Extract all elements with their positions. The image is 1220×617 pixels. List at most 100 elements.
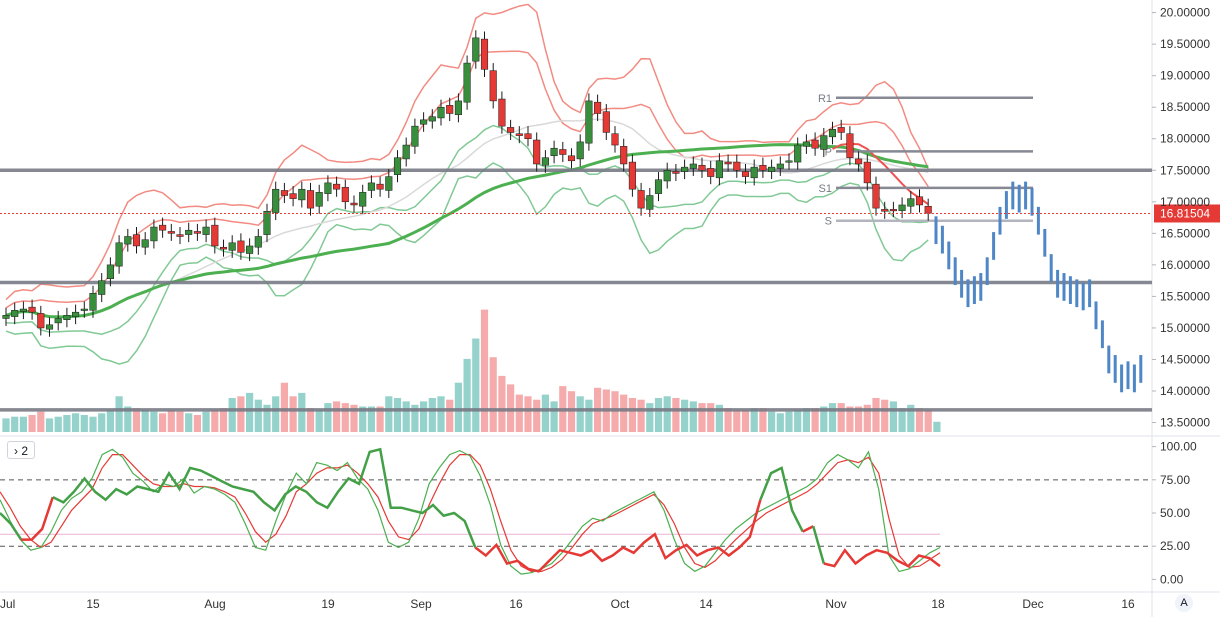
pivot-label-p: P (825, 146, 832, 158)
candle-body (463, 62, 471, 103)
time-tick-label: 14 (699, 597, 713, 611)
time-tick-label: 19 (321, 597, 335, 611)
candle-body (559, 149, 567, 155)
moving-average-green (5, 143, 929, 319)
volume-bar (672, 398, 680, 432)
volume-bar (550, 401, 558, 432)
lower-band-outer (5, 162, 929, 365)
candle-body (602, 111, 610, 133)
volume-bar (750, 408, 758, 432)
candle-body (141, 239, 149, 248)
candle-body (489, 70, 497, 102)
candle-body (715, 160, 723, 179)
volume-bar (289, 396, 297, 432)
candle-body (72, 311, 80, 317)
time-tick-label: Dec (1022, 597, 1043, 611)
candle-body (594, 101, 602, 114)
volume-bar (489, 357, 497, 432)
volume-bar (689, 401, 697, 432)
candle-body (611, 133, 619, 146)
volume-bar (150, 411, 158, 432)
volume-bar (620, 394, 628, 432)
volume-bar (141, 409, 149, 432)
candle-body (750, 166, 758, 179)
candle-body (289, 193, 297, 199)
candle-body (37, 313, 45, 329)
candle-body (280, 190, 288, 196)
candle-body (846, 133, 854, 158)
candle-body (385, 176, 393, 191)
volume-bar (280, 382, 288, 432)
candle-body (446, 105, 454, 114)
volume-bar (19, 416, 27, 432)
lower-band-inner (5, 124, 929, 335)
volume-bar (80, 415, 88, 432)
candle-body (193, 231, 201, 234)
price-tick-label: 20.00000 (1160, 6, 1210, 20)
volume-bar (393, 398, 402, 432)
candle-body (132, 234, 141, 247)
osc-thick-line (21, 496, 54, 541)
volume-bar (272, 396, 280, 432)
volume-bar (585, 399, 593, 432)
candle-body (246, 245, 254, 254)
candle-body (533, 139, 541, 165)
volume-bar (341, 403, 349, 432)
osc-thick-line (0, 512, 23, 541)
candle-body (480, 38, 489, 70)
volume-bar (2, 418, 10, 432)
candle-body (724, 161, 732, 165)
candle-body (350, 202, 358, 206)
candle-body (794, 144, 802, 163)
volume-bar (637, 399, 645, 432)
candle-body (106, 264, 114, 280)
auto-scale-button[interactable]: A (1175, 594, 1193, 612)
candle-body (907, 198, 915, 207)
candle-body (411, 125, 419, 147)
candle-body (115, 242, 123, 267)
candle-body (185, 229, 193, 235)
volume-bar (185, 413, 193, 432)
volume-bar (333, 401, 341, 432)
volume-bar (681, 399, 689, 432)
candle-body (393, 157, 402, 175)
candle-body (802, 141, 810, 147)
candle-body (698, 164, 706, 171)
osc-thick-line (52, 447, 477, 548)
volume-bar (498, 375, 506, 432)
candle-body (872, 183, 880, 209)
volume-bar (480, 309, 489, 432)
osc-tick-label: 50.00 (1160, 506, 1190, 520)
candle-body (19, 308, 27, 312)
volume-bar (159, 413, 167, 432)
time-tick-label: 16 (1121, 597, 1135, 611)
candle-body (263, 211, 271, 235)
candle-body (741, 171, 750, 177)
volume-bar (646, 403, 654, 432)
volume-bar (524, 396, 532, 432)
main-pane-bg (0, 0, 1152, 432)
candle-body (681, 166, 689, 172)
volume-bar (741, 409, 750, 432)
pivot-label-r1: R1 (818, 93, 832, 105)
volume-bar (106, 409, 114, 432)
pane-collapse-button[interactable]: › 2 (7, 441, 36, 459)
price-tick-label: 15.50000 (1160, 289, 1210, 303)
price-tick-label: 14.00000 (1160, 384, 1210, 398)
pivot-label-s1: S1 (819, 183, 832, 195)
volume-bar (855, 406, 863, 432)
candle-body (637, 190, 645, 209)
price-tick-label: 19.00000 (1160, 69, 1210, 83)
candle-body (541, 157, 549, 166)
volume-bar (924, 409, 932, 432)
candle-body (98, 280, 106, 295)
volume-bar (298, 392, 306, 432)
last-price-badge (1154, 204, 1220, 223)
volume-bar (933, 421, 941, 432)
osc-thick-line (823, 548, 941, 568)
price-tick-label: 16.00000 (1160, 258, 1210, 272)
candle-body (515, 133, 523, 136)
candle-body (550, 147, 558, 157)
